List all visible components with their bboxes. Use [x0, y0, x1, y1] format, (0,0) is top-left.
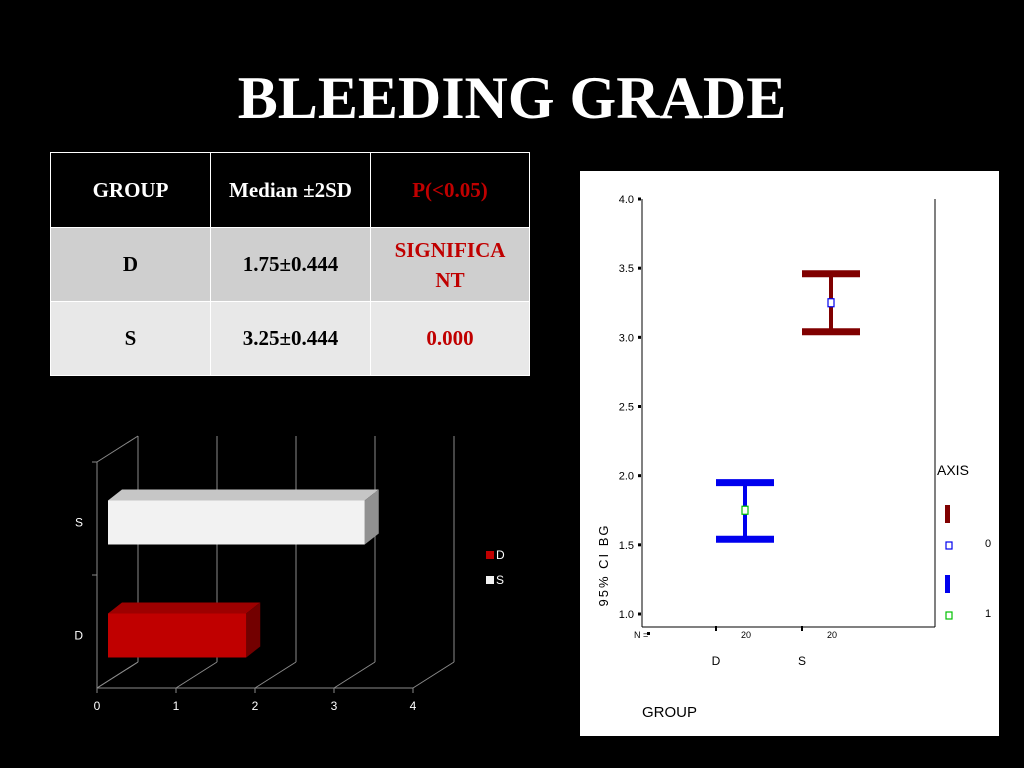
n-marker — [647, 632, 650, 635]
legend-title: AXIS — [937, 462, 969, 478]
y-axis-title: 95% CI BG — [596, 523, 611, 606]
results-table: GROUP Median ±2SD P(<0.05) D 1.75±0.444 … — [50, 152, 530, 376]
slide-title: BLEEDING GRADE — [237, 65, 787, 131]
x-tick-label: 4 — [410, 699, 417, 713]
y-tick — [638, 474, 641, 478]
n-value: 20 — [827, 630, 837, 640]
x-tick-label: 1 — [173, 699, 180, 713]
ci-legend: AXIS 0 1 — [937, 462, 991, 620]
n-value: 20 — [741, 630, 751, 640]
legend-swatch — [486, 551, 494, 559]
y-tick — [638, 405, 641, 408]
y-tick-label: 2.5 — [619, 402, 634, 414]
mean-marker — [741, 505, 749, 515]
gridline-floor — [412, 661, 455, 689]
legend-label: S — [496, 573, 504, 587]
legend-swatch — [486, 576, 494, 584]
x-tick-label: D — [712, 654, 721, 668]
bar-side-face — [364, 489, 379, 545]
cell-group: S — [50, 301, 211, 376]
legend-bar-swatch — [945, 505, 950, 523]
cell-median: 1.75±0.444 — [210, 227, 371, 302]
y-tick — [638, 197, 641, 201]
legend-marker-swatch — [945, 541, 953, 550]
bar-front-face — [108, 500, 365, 545]
bar-side-face — [246, 602, 261, 658]
y-tick-label: 4.0 — [619, 194, 634, 206]
y-tick-label: 1.5 — [619, 540, 634, 552]
error-bar-chart: 1.0 1.5 2.0 2.5 3.0 3.5 4.0 95% CI BG N = 20 D 20 S G… — [580, 171, 999, 736]
gridline-floor — [96, 661, 139, 689]
x-tick-label: 0 — [94, 699, 101, 713]
y-tick — [638, 612, 641, 616]
table-row: D 1.75±0.444 SIGNIFICA NT — [50, 227, 530, 302]
y-tick-label: 1.0 — [619, 609, 634, 621]
bar-D — [108, 602, 261, 658]
legend-bar-swatch — [945, 575, 950, 593]
wall-edge-top — [96, 435, 139, 463]
bar-top-face — [108, 489, 379, 501]
x-tick-label: 3 — [331, 699, 338, 713]
y-tick — [638, 543, 641, 547]
y-tick-label: 3.5 — [619, 263, 634, 275]
legend-label: 1 — [985, 608, 991, 620]
bar-front-face — [108, 613, 247, 658]
y-tick-label: S — [75, 516, 83, 530]
legend-marker-swatch — [945, 611, 953, 620]
y-tick-label: 2.0 — [619, 471, 634, 483]
chart-grid — [92, 435, 455, 693]
header-group: GROUP — [50, 152, 211, 228]
cell-median: 3.25±0.444 — [210, 301, 371, 376]
table-header-row: GROUP Median ±2SD P(<0.05) — [50, 152, 530, 228]
table-row: S 3.25±0.444 0.000 — [50, 301, 530, 376]
x-tick — [715, 626, 717, 631]
y-tick-label: 3.0 — [619, 332, 634, 344]
ci-axes — [638, 197, 936, 635]
n-label: N = — [634, 630, 648, 640]
x-tick-label: 2 — [252, 699, 259, 713]
x-tick — [801, 626, 803, 631]
bar-top-face — [108, 602, 261, 614]
cell-group: D — [50, 227, 211, 302]
header-median: Median ±2SD — [210, 152, 371, 228]
chart-legend: DS — [486, 548, 505, 587]
gridline-floor — [333, 661, 376, 689]
legend-label: 0 — [985, 538, 991, 550]
cell-p-value: SIGNIFICA NT — [370, 227, 530, 302]
header-p-value: P(<0.05) — [370, 152, 530, 228]
error-bar-D — [716, 479, 774, 543]
x-axis-title: GROUP — [642, 704, 697, 721]
y-tick — [638, 266, 641, 270]
legend-label: D — [496, 548, 505, 562]
mean-marker — [827, 298, 835, 308]
gridline-floor — [175, 661, 218, 689]
error-bar-S — [802, 270, 860, 336]
y-tick-label: D — [74, 629, 83, 643]
x-tick-label: S — [798, 654, 806, 668]
gridline-floor — [254, 661, 297, 689]
bar-S — [108, 489, 379, 545]
cell-p-value: 0.000 — [370, 301, 530, 376]
y-tick — [638, 335, 641, 339]
